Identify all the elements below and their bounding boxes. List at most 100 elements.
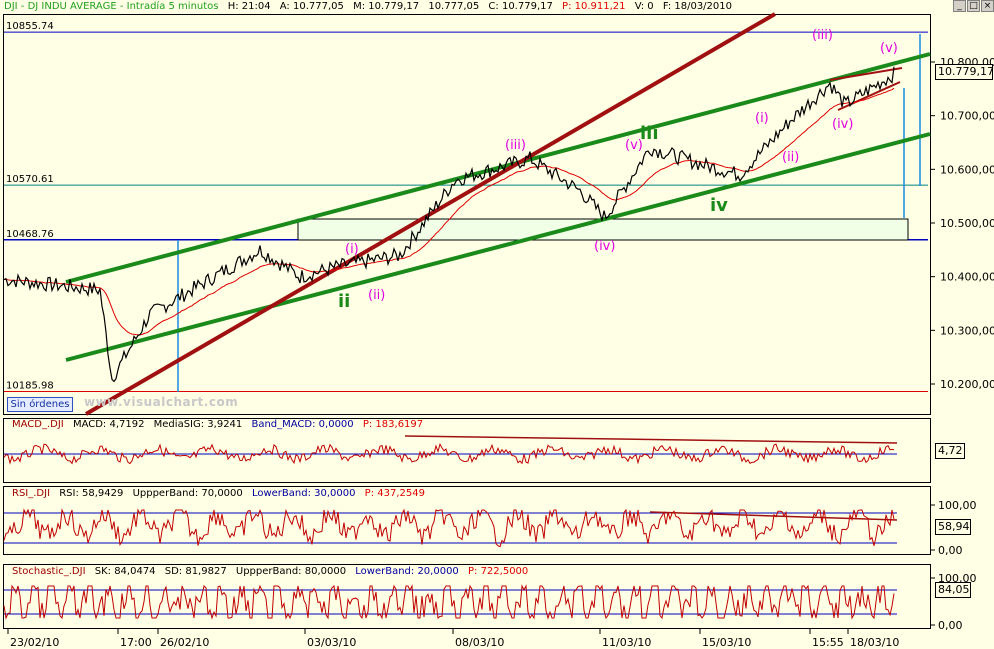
vertical-markers — [177, 34, 921, 392]
wave-label-minor: (i) — [755, 111, 769, 126]
stoch-pane-frame — [3, 564, 931, 629]
macd-value: MACD: 4,7192 — [72, 419, 145, 430]
pane-frames — [3, 14, 931, 629]
wave-label-major: ii — [338, 291, 350, 312]
macd-points: P: 183,6197 — [362, 419, 424, 430]
rsi-pane — [3, 508, 898, 548]
volume-label: V: 0 — [634, 1, 654, 12]
wedge-upper-line — [829, 67, 903, 81]
indicator-tick-label: 100,00 — [938, 572, 977, 585]
wave-label-minor: (iv) — [832, 117, 853, 132]
wave-label-major: iv — [710, 195, 728, 216]
window-controls: _ □ × — [953, 0, 994, 12]
watermark-text: www.visualchart.com — [84, 395, 239, 409]
macd-band: Band_MACD: 0,0000 — [251, 419, 354, 430]
level-label: 10855.74 — [6, 21, 54, 32]
stoch-sk: SK: 84,0474 — [94, 566, 156, 577]
open-label: A: 10.777,05 — [279, 1, 344, 12]
macd-signal: MediaSIG: 3,9241 — [153, 419, 243, 430]
points-label: P: 10.911,21 — [562, 1, 626, 12]
wave-label-minor: (v) — [880, 41, 898, 56]
level-label: 10570.61 — [6, 174, 54, 185]
price-tick-label: 10.600,00 — [940, 163, 994, 176]
stoch-current-value: 84,05 — [935, 582, 971, 598]
macd-line — [3, 442, 895, 465]
price-pane-frame — [3, 14, 931, 415]
minimize-button[interactable]: _ — [953, 0, 966, 12]
rsi-current-value: 58,94 — [935, 519, 971, 535]
wave-label-minor: (i) — [345, 242, 359, 257]
x-tick-label: 17:00 — [120, 636, 152, 649]
price-axis: 10.800,0010.700,0010.600,0010.500,0010.4… — [930, 56, 994, 391]
rsi-lower: LowerBand: 30,0000 — [251, 488, 356, 499]
level-label: 10468.76 — [6, 229, 54, 240]
low-label: 10.777,05 — [428, 1, 480, 12]
lower-channel-line — [65, 132, 931, 362]
rsi-pane-header: RSI_.DJI RSI: 58,9429 UppperBand: 70,000… — [12, 487, 431, 501]
stoch-pane-header: Stochastic_.DJI SK: 84,0474 SD: 81,9827 … — [12, 565, 534, 579]
price-pane-header: DJI - DJ INDU AVERAGE - Intradía 5 minut… — [4, 0, 738, 14]
wave-label-minor: (iii) — [505, 138, 526, 153]
price-current-value: 10.779,17 — [935, 64, 994, 80]
macd-current-value: 4,72 — [935, 443, 965, 459]
x-tick-label: 03/03/10 — [307, 636, 356, 649]
price-tick-label: 10.500,00 — [940, 217, 994, 230]
rsi-points: P: 437,2549 — [364, 488, 425, 499]
rsi-name: RSI_.DJI — [12, 488, 51, 499]
time-label: H: 21:04 — [227, 1, 271, 12]
x-tick-label: 23/02/10 — [10, 636, 59, 649]
orders-button[interactable]: Sin órdenes — [7, 397, 73, 412]
wave-label-minor: (iv) — [594, 239, 615, 254]
stoch-lower: LowerBand: 20,0000 — [355, 566, 459, 577]
macd-band-line — [404, 435, 898, 444]
macd-pane-header: MACD_.DJI MACD: 4,7192 MediaSIG: 3,9241 … — [12, 418, 429, 432]
indicator-axes: 100,00 0,00 100,00 0,00 — [930, 499, 977, 632]
wedge-lower-line — [837, 81, 901, 111]
trend-channels — [65, 12, 931, 416]
x-axis: 23/02/10 17:00 26/02/10 03/03/10 08/03/10 11/… — [7, 629, 899, 649]
high-label: M: 10.779,17 — [353, 1, 420, 12]
stoch-points: P: 722,5000 — [467, 566, 529, 577]
rsi-value: RSI: 58,9429 — [59, 488, 124, 499]
stoch-sd: SD: 81,9827 — [164, 566, 227, 577]
elliott-wave-labels: (iii) (v) (i) (iii) (v) (i) (ii) (iv) (ii) (iv) ii… — [338, 28, 898, 312]
stochastic-line — [3, 584, 895, 620]
indicator-tick-label: 0,00 — [938, 619, 963, 632]
rsi-upper: UppperBand: 70,0000 — [132, 488, 243, 499]
x-tick-label: 18/03/10 — [850, 636, 899, 649]
level-label: 10185.98 — [6, 381, 54, 392]
macd-pane — [3, 435, 898, 465]
indicator-tick-label: 0,00 — [938, 544, 963, 557]
indicator-tick-label: 100,00 — [938, 499, 977, 512]
stoch-name: Stochastic_.DJI — [12, 566, 86, 577]
macd-pane-frame — [3, 418, 931, 483]
wave-label-minor: (ii) — [782, 150, 799, 165]
major-trendline — [84, 12, 777, 416]
price-tick-label: 10.400,00 — [940, 271, 994, 284]
wave-label-minor: (ii) — [368, 288, 385, 303]
price-levels: 10855.74 10570.61 10468.76 10185.98 — [4, 21, 928, 393]
upper-channel-line — [65, 52, 931, 284]
close-label: C: 10.779,17 — [488, 1, 553, 12]
stoch-upper: UppperBand: 80,0000 — [235, 566, 347, 577]
x-tick-label: 15:55 — [812, 636, 844, 649]
rsi-pane-frame — [3, 486, 931, 555]
macd-name: MACD_.DJI — [12, 419, 64, 430]
maximize-button[interactable]: □ — [967, 0, 980, 12]
price-line — [3, 66, 895, 383]
x-tick-label: 08/03/10 — [455, 636, 504, 649]
x-tick-label: 11/03/10 — [602, 636, 651, 649]
price-tick-label: 10.300,00 — [940, 324, 994, 337]
wave-label-minor: (v) — [625, 138, 643, 153]
wave-label-minor: (iii) — [812, 28, 833, 43]
rsi-line — [3, 508, 895, 548]
price-tick-label: 10.700,00 — [940, 110, 994, 123]
price-tick-label: 10.200,00 — [940, 378, 994, 391]
symbol-label: DJI - DJ INDU AVERAGE - Intradía 5 minut… — [4, 1, 219, 12]
x-tick-label: 15/03/10 — [702, 636, 751, 649]
x-tick-label: 26/02/10 — [160, 636, 209, 649]
wave-label-major: iii — [640, 123, 659, 144]
flag-label: F: 18/03/2010 — [662, 1, 733, 12]
